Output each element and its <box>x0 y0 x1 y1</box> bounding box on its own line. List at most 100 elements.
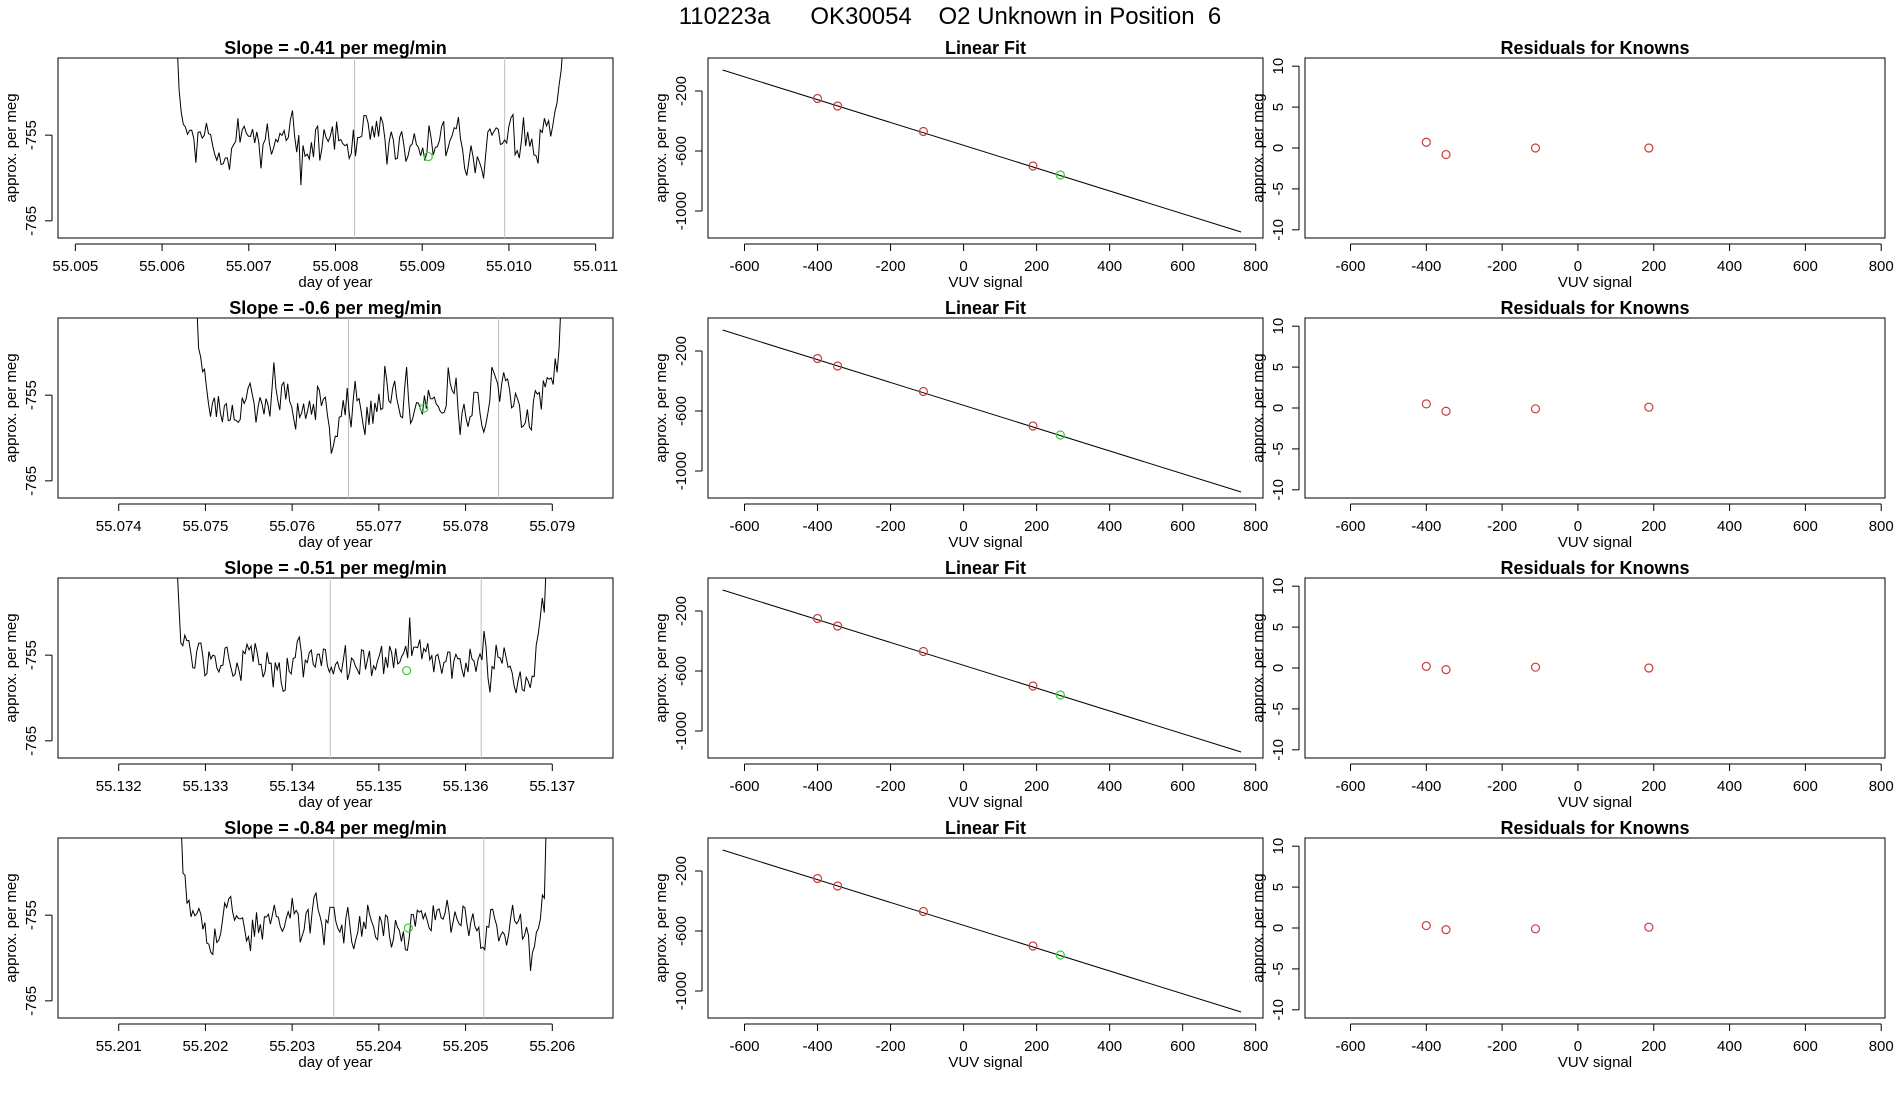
fit-4-y-axis-label: approx. per meg <box>653 873 670 982</box>
x-tick-label: 55.203 <box>269 1038 315 1055</box>
y-tick-label: -5 <box>1270 702 1287 715</box>
slope-2-x-axis-label: day of year <box>298 534 372 551</box>
y-tick-label: -1000 <box>673 192 690 230</box>
x-tick-label: -200 <box>876 258 906 275</box>
known-point <box>812 873 823 884</box>
fit-3-title: Linear Fit <box>945 558 1026 578</box>
x-tick-label: -200 <box>876 518 906 535</box>
residuals-2-title: Residuals for Knowns <box>1500 298 1689 318</box>
x-tick-label: 0 <box>959 778 967 795</box>
x-tick-label: 55.204 <box>356 1038 402 1055</box>
y-tick-label: -10 <box>1270 739 1287 761</box>
fit-1-title: Linear Fit <box>945 38 1026 58</box>
slope-1-y-axis-label: approx. per meg <box>3 93 20 202</box>
x-tick-label: 600 <box>1793 258 1818 275</box>
known-point <box>918 126 929 137</box>
fit-2-title: Linear Fit <box>945 298 1026 318</box>
known-point <box>833 101 843 111</box>
time-series-line <box>177 578 547 694</box>
fit-1-y-axis-label: approx. per meg <box>653 93 670 202</box>
x-tick-label: 800 <box>1243 258 1268 275</box>
x-tick-label: 55.075 <box>182 518 228 535</box>
y-tick-label: 5 <box>1270 623 1287 631</box>
x-tick-label: 400 <box>1717 258 1742 275</box>
y-tick-label: -200 <box>673 856 690 886</box>
x-tick-label: -200 <box>1487 518 1517 535</box>
slope-4-y-axis-label: approx. per meg <box>3 873 20 982</box>
y-tick-label: -600 <box>673 916 690 946</box>
residuals-1-y-axis-label: approx. per meg <box>1250 93 1267 202</box>
x-tick-label: 600 <box>1170 258 1195 275</box>
residuals-3-title: Residuals for Knowns <box>1500 558 1689 578</box>
x-tick-label: -600 <box>729 1038 759 1055</box>
x-tick-label: 0 <box>1574 258 1582 275</box>
x-tick-label: -400 <box>803 518 833 535</box>
unknown-point <box>1055 950 1065 960</box>
slope-3-title: Slope = -0.51 per meg/min <box>224 558 447 578</box>
time-series-line <box>181 838 547 971</box>
fit-line <box>722 69 1242 233</box>
x-tick-label: 55.205 <box>443 1038 489 1055</box>
residual-point <box>1441 406 1451 416</box>
x-tick-label: -200 <box>876 1038 906 1055</box>
y-tick-label: -5 <box>1270 182 1287 195</box>
fit-1-x-axis-label: VUV signal <box>948 274 1022 291</box>
x-tick-label: 55.074 <box>96 518 142 535</box>
x-tick-label: 55.008 <box>313 258 359 275</box>
residuals-2-frame <box>1304 317 1886 499</box>
y-tick-label: 10 <box>1270 578 1287 595</box>
y-tick-label: -765 <box>23 986 40 1016</box>
unknown-point <box>423 151 433 162</box>
y-tick-label: -5 <box>1270 962 1287 975</box>
x-tick-label: -400 <box>803 258 833 275</box>
x-tick-label: 55.079 <box>529 518 575 535</box>
x-tick-label: 0 <box>959 518 967 535</box>
x-tick-label: -400 <box>1411 778 1441 795</box>
x-tick-label: 200 <box>1641 258 1666 275</box>
known-point <box>833 881 843 891</box>
fit-3-y-axis-label: approx. per meg <box>653 613 670 722</box>
unknown-point <box>1055 430 1065 440</box>
x-tick-label: 600 <box>1170 1038 1195 1055</box>
x-tick-label: 0 <box>959 258 967 275</box>
x-tick-label: 0 <box>1574 778 1582 795</box>
y-tick-label: 5 <box>1270 363 1287 371</box>
y-tick-label: 0 <box>1270 144 1287 152</box>
y-tick-label: -1000 <box>673 972 690 1010</box>
x-tick-label: -400 <box>803 778 833 795</box>
x-tick-label: 0 <box>959 1038 967 1055</box>
x-tick-label: 200 <box>1024 518 1049 535</box>
time-series-line <box>177 58 563 186</box>
x-tick-label: 800 <box>1869 1038 1894 1055</box>
x-tick-label: 200 <box>1024 258 1049 275</box>
slope-2-y-axis-label: approx. per meg <box>3 353 20 462</box>
fit-3-x-axis-label: VUV signal <box>948 794 1022 811</box>
x-tick-label: 600 <box>1793 778 1818 795</box>
x-tick-label: 55.136 <box>443 778 489 795</box>
x-tick-label: 200 <box>1641 778 1666 795</box>
y-tick-label: -200 <box>673 76 690 106</box>
y-tick-label: -1000 <box>673 712 690 750</box>
figure-title: 110223a OK30054 O2 Unknown in Position 6 <box>678 3 1222 30</box>
residual-point <box>1421 920 1431 931</box>
x-tick-label: 800 <box>1243 778 1268 795</box>
residuals-1-title: Residuals for Knowns <box>1500 38 1689 58</box>
x-tick-label: 400 <box>1717 518 1742 535</box>
slope-4-title: Slope = -0.84 per meg/min <box>224 818 447 838</box>
x-tick-label: 55.011 <box>573 258 618 275</box>
x-tick-label: 55.010 <box>486 258 532 275</box>
x-tick-label: 0 <box>1574 518 1582 535</box>
x-tick-label: 400 <box>1717 778 1742 795</box>
x-tick-label: 200 <box>1641 518 1666 535</box>
x-tick-label: 400 <box>1097 778 1122 795</box>
y-tick-label: 10 <box>1270 318 1287 335</box>
residuals-2-y-axis-label: approx. per meg <box>1250 353 1267 462</box>
x-tick-label: 55.005 <box>52 258 98 275</box>
y-tick-label: 0 <box>1270 664 1287 672</box>
y-tick-label: -600 <box>673 396 690 426</box>
fit-4-frame <box>707 837 1264 1019</box>
slope-4-frame <box>57 837 614 1019</box>
x-tick-label: -400 <box>1411 1038 1441 1055</box>
slope-2-title: Slope = -0.6 per meg/min <box>229 298 442 318</box>
x-tick-label: 800 <box>1869 258 1894 275</box>
